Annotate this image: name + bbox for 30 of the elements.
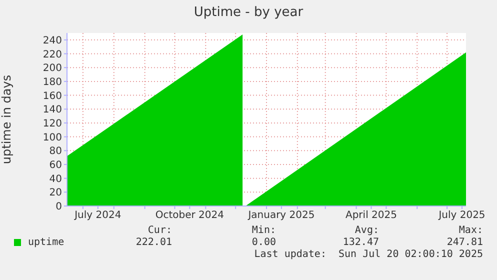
text: 0.00 (252, 237, 276, 248)
y-tick-label: 20 (49, 188, 62, 199)
y-tick-label: 180 (42, 76, 62, 88)
y-tick-label: 120 (42, 118, 62, 130)
text: Max: (458, 225, 483, 236)
chart-title: Uptime - by year (192, 5, 304, 20)
y-tick-label: 200 (42, 63, 62, 74)
x-tick-label: January 2025 (247, 210, 315, 222)
text: Last update: Sun Jul 20 02:00:10 2025 (253, 249, 483, 260)
y-tick-label: 100 (42, 132, 62, 144)
text: Avg: (354, 225, 379, 236)
text: 247.81 (446, 237, 483, 248)
text: 132.47 (342, 237, 379, 248)
y-tick-label: 240 (42, 35, 62, 46)
x-tick-label: October 2024 (155, 210, 224, 222)
y-tick-label: 60 (49, 160, 62, 172)
x-tick-label: July 2024 (74, 210, 122, 222)
text: Cur: (146, 225, 172, 236)
y-axis-title: uptime in days (0, 74, 14, 164)
y-tick-label: 40 (49, 174, 62, 185)
text: 222.01 (136, 237, 172, 248)
x-tick-label: July 2025 (438, 210, 486, 222)
y-tick-label: 160 (42, 90, 62, 102)
text: Min: (252, 225, 276, 236)
x-tick-label: April 2025 (345, 210, 397, 222)
y-tick-label: 0 (56, 202, 62, 213)
y-tick-label: 220 (42, 49, 62, 60)
legend-label: uptime (27, 237, 64, 248)
y-tick-label: 140 (42, 104, 62, 116)
y-tick-label: 80 (49, 146, 62, 158)
